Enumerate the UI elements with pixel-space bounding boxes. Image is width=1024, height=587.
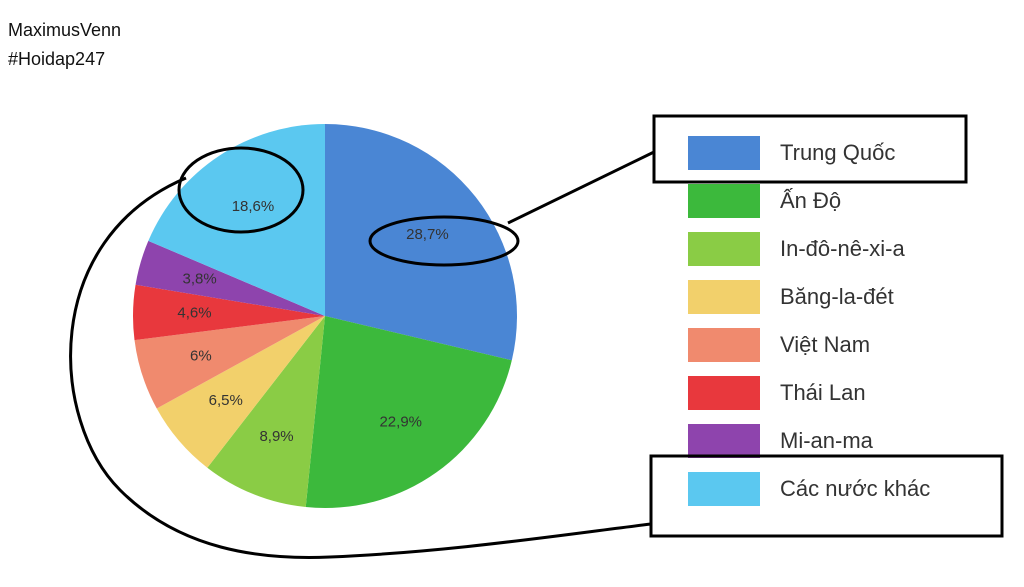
pie-slice <box>305 316 512 508</box>
data-label: 28,7% <box>406 226 449 243</box>
legend-label: Các nước khác <box>780 476 930 501</box>
pie-slice <box>325 124 517 361</box>
legend-swatch <box>688 424 760 458</box>
legend-swatch <box>688 184 760 218</box>
legend-swatch <box>688 136 760 170</box>
data-label: 6,5% <box>209 392 243 409</box>
legend-label: Thái Lan <box>780 380 866 405</box>
data-label: 8,9% <box>259 428 293 445</box>
pie: 28,7% 22,9% 8,9% 6,5% 6% 4,6% 3,8% 18,6% <box>132 124 517 508</box>
data-label: 4,6% <box>177 305 211 322</box>
legend-swatch <box>688 328 760 362</box>
author-text: MaximusVenn <box>8 20 121 40</box>
legend-label: Mi-an-ma <box>780 428 874 453</box>
pie-slice <box>132 284 325 341</box>
legend-swatch <box>688 376 760 410</box>
annotations <box>69 114 1004 559</box>
pie-slice <box>135 240 325 316</box>
legend-swatch <box>688 280 760 314</box>
legend-label: Ấn Độ <box>780 188 841 213</box>
pie-slice <box>156 316 325 468</box>
data-label: 6% <box>190 347 212 364</box>
annotation-ellipse <box>177 146 305 234</box>
data-label: 18,6% <box>232 198 275 215</box>
legend-swatch <box>688 472 760 506</box>
annotation-line <box>507 150 655 225</box>
legend-label: Việt Nam <box>780 332 870 357</box>
data-label: 22,9% <box>379 413 422 430</box>
data-label: 3,8% <box>183 271 217 288</box>
legend-swatch <box>688 232 760 266</box>
legend-label: Trung Quốc <box>780 140 895 165</box>
tag-text: #Hoidap247 <box>8 49 105 69</box>
annotation-curve <box>69 176 652 559</box>
legend-label: Băng-la-đét <box>780 284 894 309</box>
legend-label: In-đô-nê-xi-a <box>780 236 905 261</box>
pie-slice <box>148 124 325 316</box>
annotation-box <box>652 114 968 184</box>
legend: Trung Quốc Ấn Độ In-đô-nê-xi-a Băng-la-đét V… <box>688 136 930 506</box>
pie-slice <box>207 316 325 508</box>
pie-slice <box>134 316 325 409</box>
annotation-box <box>649 454 1004 538</box>
annotation-ellipse <box>368 215 520 267</box>
